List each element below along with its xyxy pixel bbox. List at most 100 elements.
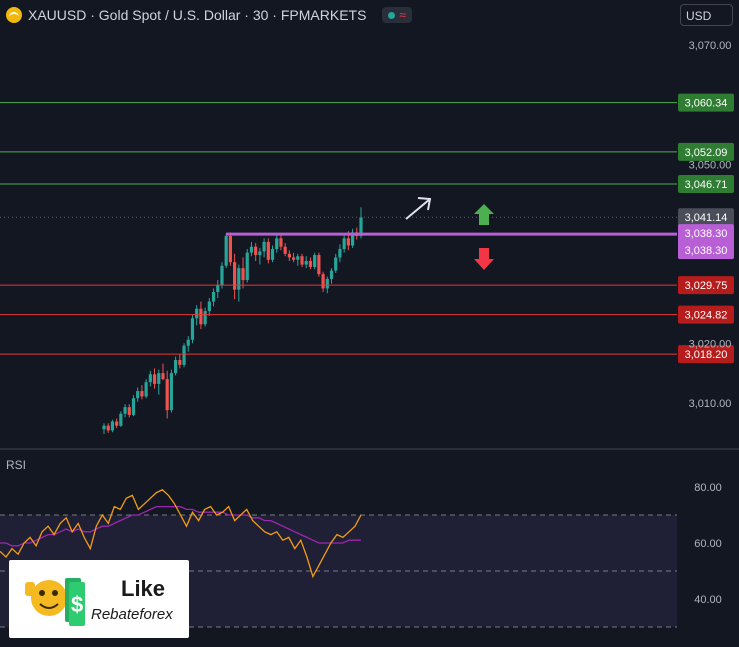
candle-body	[115, 421, 119, 426]
candle-body	[329, 270, 334, 279]
candle-body	[216, 284, 220, 293]
candle-body	[190, 318, 195, 340]
resistance-price-tag	[678, 174, 734, 193]
candle	[152, 368, 157, 389]
candle-body	[262, 241, 266, 252]
candle-body	[123, 407, 127, 414]
candle-body	[182, 345, 186, 365]
candle	[136, 387, 140, 402]
candle	[203, 307, 207, 327]
rsi-line	[0, 489, 362, 579]
candle	[123, 404, 127, 418]
candle	[321, 271, 325, 293]
rsi-ma-line	[0, 505, 361, 547]
candle-body	[119, 413, 123, 426]
candle	[131, 395, 136, 417]
candle	[199, 301, 203, 330]
candle	[308, 257, 313, 270]
candle-body	[161, 373, 165, 380]
candle	[241, 257, 245, 289]
support-price-tag	[678, 276, 734, 295]
candle	[237, 264, 241, 302]
symbol-title[interactable]: XAUUSD · Gold Spot / U.S. Dollar · 30 · …	[28, 7, 367, 23]
candle	[233, 253, 237, 300]
promo-badge: $ Like Rebateforex	[9, 560, 189, 638]
rsi-axis-tick: 60.00	[694, 538, 722, 550]
candle-body	[338, 249, 342, 258]
arrow-down-icon[interactable]	[474, 248, 494, 270]
candle	[258, 247, 262, 265]
candle-body	[325, 278, 329, 289]
candle	[127, 404, 131, 418]
candle	[254, 243, 258, 261]
candle-body	[334, 257, 338, 271]
candle-body	[258, 251, 262, 256]
candle	[262, 238, 266, 258]
candle	[182, 343, 186, 368]
candle	[275, 233, 279, 253]
candle	[110, 419, 115, 433]
candle	[338, 244, 342, 263]
candle	[102, 423, 106, 435]
svg-text:$: $	[71, 592, 83, 617]
candle-body	[241, 268, 245, 281]
candle	[266, 238, 270, 264]
candle-body	[275, 238, 279, 250]
candle	[148, 370, 152, 387]
candle	[270, 245, 275, 263]
candle-body	[317, 255, 321, 275]
candle-body	[178, 360, 182, 365]
candle	[317, 252, 321, 277]
candle-body	[203, 311, 207, 325]
candle-body	[127, 407, 131, 415]
candle	[245, 249, 249, 283]
gold-coin-icon	[6, 7, 22, 23]
candle	[291, 252, 296, 263]
market-open-dot-icon	[388, 11, 396, 19]
candle	[115, 418, 119, 429]
resistance-price-tag	[678, 142, 734, 161]
currency-select[interactable]: USD	[680, 4, 733, 26]
rsi-axis-tick: 40.00	[694, 594, 722, 606]
candle	[300, 253, 304, 267]
candle-body	[106, 425, 110, 431]
candle	[207, 297, 211, 316]
candle-body	[148, 374, 152, 383]
candle	[304, 256, 308, 269]
level-label: 3,029.75	[685, 280, 728, 292]
candle-body	[165, 379, 169, 411]
arrow-up-icon[interactable]	[474, 204, 494, 225]
candle	[313, 252, 317, 270]
thumbs-up-emoji-icon: $	[25, 578, 85, 626]
candle-body	[195, 308, 199, 319]
candle-body	[266, 241, 270, 260]
candle-body	[174, 360, 178, 374]
current-price-label: 3,041.14	[685, 212, 728, 224]
candle	[195, 305, 199, 326]
candle	[119, 411, 123, 427]
candle-body	[110, 421, 115, 431]
header-badges[interactable]: ≈	[382, 7, 413, 23]
candle	[190, 314, 195, 344]
candle-body	[287, 253, 291, 258]
candle-body	[140, 391, 144, 397]
candle	[211, 288, 216, 307]
candle-body	[254, 246, 258, 256]
candle-body	[249, 246, 254, 253]
level-label: 3,046.71	[685, 179, 728, 191]
rsi-pane-label: RSI	[6, 458, 27, 472]
candle	[216, 280, 220, 298]
candle-body	[350, 232, 355, 246]
price-axis-tick: 3,010.00	[689, 398, 732, 410]
price-axis-tick: 3,070.00	[689, 40, 732, 52]
candle-body	[220, 265, 224, 285]
arrow-up-right-icon[interactable]	[405, 197, 432, 220]
candle-body	[245, 252, 249, 281]
candle	[144, 379, 148, 399]
candle-body	[186, 339, 190, 346]
candle	[279, 234, 283, 251]
candle	[287, 250, 291, 261]
candle-body	[308, 260, 313, 267]
candle-body	[144, 382, 148, 397]
